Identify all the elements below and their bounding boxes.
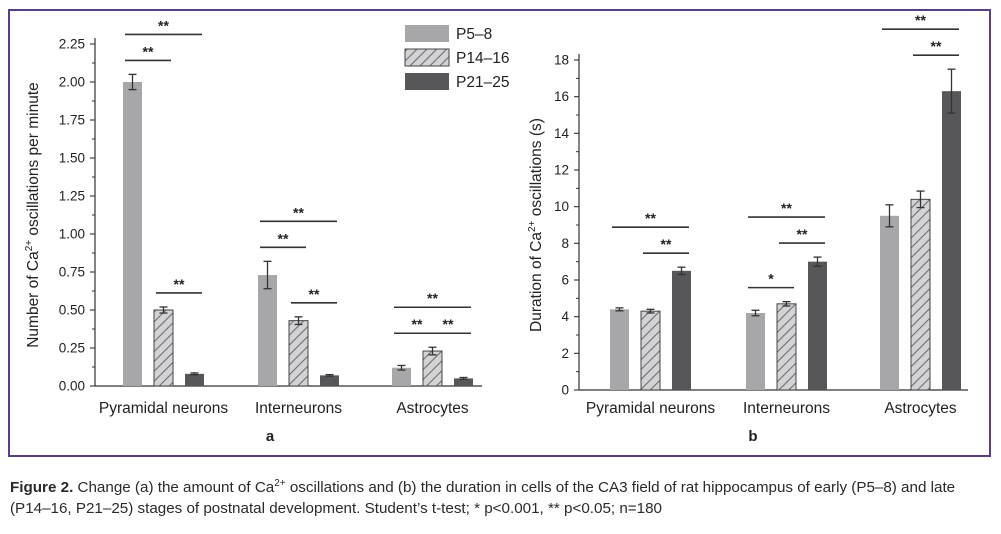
category-label-pyramidal-neurons: Pyramidal neurons bbox=[586, 400, 715, 417]
legend-label-p14-16: P14–16 bbox=[456, 50, 509, 67]
legend-label-p21-25: P21–25 bbox=[456, 74, 509, 91]
caption-superscript: 2+ bbox=[274, 478, 286, 489]
y-tick-label: 14 bbox=[554, 126, 570, 141]
legend-swatch-p14-16 bbox=[404, 48, 450, 67]
y-tick-label: 2.25 bbox=[59, 37, 85, 52]
y-tick-label: 16 bbox=[554, 89, 569, 104]
y-tick-label: 0 bbox=[561, 383, 569, 398]
y-tick-label: 0.25 bbox=[59, 341, 85, 356]
y-tick-label: 2 bbox=[561, 346, 569, 361]
bar-p21-25-pyramidal-neurons bbox=[185, 373, 204, 386]
category-label-interneurons: Interneurons bbox=[743, 400, 830, 417]
y-tick-label: 0.00 bbox=[59, 379, 85, 394]
y-axis-label: Duration of Ca2+ oscillations (s) bbox=[527, 118, 545, 332]
y-tick-label: 12 bbox=[554, 163, 569, 178]
significance-marker: ** bbox=[781, 200, 792, 216]
y-tick-label: 1.50 bbox=[59, 151, 85, 166]
bar-p21-25-astrocytes bbox=[942, 91, 961, 391]
y-tick-label: 8 bbox=[561, 236, 569, 251]
bar-p5-8-interneurons bbox=[258, 275, 277, 386]
y-tick-label: 18 bbox=[554, 53, 569, 68]
panel-label-a: a bbox=[266, 428, 275, 445]
significance-marker: ** bbox=[661, 236, 672, 252]
bar-p14-16-interneurons bbox=[288, 320, 309, 387]
significance-marker: ** bbox=[797, 226, 808, 242]
figure-caption: Figure 2. Change (a) the amount of Ca2+ … bbox=[10, 477, 995, 519]
bar-p21-25-interneurons bbox=[808, 261, 827, 390]
caption-text-2: oscillations and (b) the duration in cel… bbox=[10, 479, 956, 517]
significance-marker: ** bbox=[158, 17, 169, 33]
y-tick-label: 1.00 bbox=[59, 227, 85, 242]
bar-p5-8-astrocytes bbox=[392, 367, 411, 386]
category-label-astrocytes: Astrocytes bbox=[884, 400, 957, 417]
y-axis-label-part: Number of Ca bbox=[25, 251, 42, 348]
y-tick-label: 10 bbox=[554, 199, 569, 214]
significance-marker: ** bbox=[278, 230, 289, 246]
figure-frame bbox=[8, 9, 991, 457]
bar-charts-figure: 0.00 0.25 0.50 0.75 1.00 1.25 1.50 1.75 2.00 2.25… bbox=[24, 12, 968, 445]
significance-marker: ** bbox=[412, 316, 423, 332]
panel-b: 0 2 4 6 8 10 12 14 16 18 Duration of Ca2+ oscillat… bbox=[527, 12, 968, 445]
y-tick-label: 1.25 bbox=[59, 189, 85, 204]
bar-p5-8-pyramidal-neurons bbox=[610, 309, 629, 390]
y-tick-label: 0.50 bbox=[59, 303, 85, 318]
bar-p14-16-pyramidal-neurons bbox=[640, 310, 661, 391]
bar-p14-16-astrocytes bbox=[910, 198, 931, 391]
y-tick-label: 6 bbox=[561, 273, 569, 288]
significance-marker: ** bbox=[293, 204, 304, 220]
legend-label-p5-8: P5–8 bbox=[456, 26, 492, 43]
significance-marker: ** bbox=[174, 276, 185, 292]
category-label-interneurons: Interneurons bbox=[255, 400, 342, 417]
bar-p21-25-interneurons bbox=[320, 375, 339, 386]
y-axis-label: Number of Ca2+ oscillations per minute bbox=[24, 82, 42, 348]
bar-p21-25-pyramidal-neurons bbox=[672, 270, 691, 390]
legend: P5–8 P14–16 P21–25 bbox=[404, 25, 509, 91]
significance-marker: ** bbox=[309, 286, 320, 302]
y-tick-label: 1.75 bbox=[59, 113, 85, 128]
y-axis-label-superscript: 2+ bbox=[24, 240, 35, 252]
legend-swatch-p5-8 bbox=[405, 25, 449, 42]
panel-a: 0.00 0.25 0.50 0.75 1.00 1.25 1.50 1.75 2.00 2.25… bbox=[24, 17, 482, 445]
significance-marker: ** bbox=[915, 12, 926, 28]
caption-label: Figure 2. bbox=[10, 479, 74, 496]
y-axis-label-part: oscillations (s) bbox=[528, 118, 545, 221]
y-tick-label: 2.00 bbox=[59, 75, 85, 90]
category-label-astrocytes: Astrocytes bbox=[396, 400, 469, 417]
significance-marker: ** bbox=[645, 210, 656, 226]
caption-text-1: Change (a) the amount of Ca bbox=[73, 479, 275, 496]
bar-p21-25-astrocytes bbox=[454, 378, 473, 386]
bar-p14-16-pyramidal-neurons bbox=[153, 309, 174, 387]
significance-marker: ** bbox=[143, 43, 154, 59]
significance-marker: * bbox=[768, 271, 774, 287]
significance-marker: ** bbox=[931, 38, 942, 54]
y-tick-label: 4 bbox=[561, 309, 569, 324]
category-label-pyramidal-neurons: Pyramidal neurons bbox=[99, 400, 228, 417]
bar-p5-8-pyramidal-neurons bbox=[123, 82, 142, 386]
significance-marker: ** bbox=[443, 316, 454, 332]
bar-p14-16-interneurons bbox=[776, 303, 797, 391]
y-axis-label-superscript: 2+ bbox=[527, 220, 538, 232]
legend-swatch-p21-25 bbox=[405, 73, 449, 90]
y-axis-label-part: oscillations per minute bbox=[25, 82, 42, 240]
bar-p14-16-astrocytes bbox=[422, 350, 443, 387]
significance-marker: ** bbox=[427, 290, 438, 306]
bar-p5-8-interneurons bbox=[746, 313, 765, 390]
y-tick-label: 0.75 bbox=[59, 265, 85, 280]
bar-p5-8-astrocytes bbox=[880, 215, 899, 390]
y-axis-label-part: Duration of Ca bbox=[528, 232, 545, 332]
panel-label-b: b bbox=[748, 428, 757, 445]
